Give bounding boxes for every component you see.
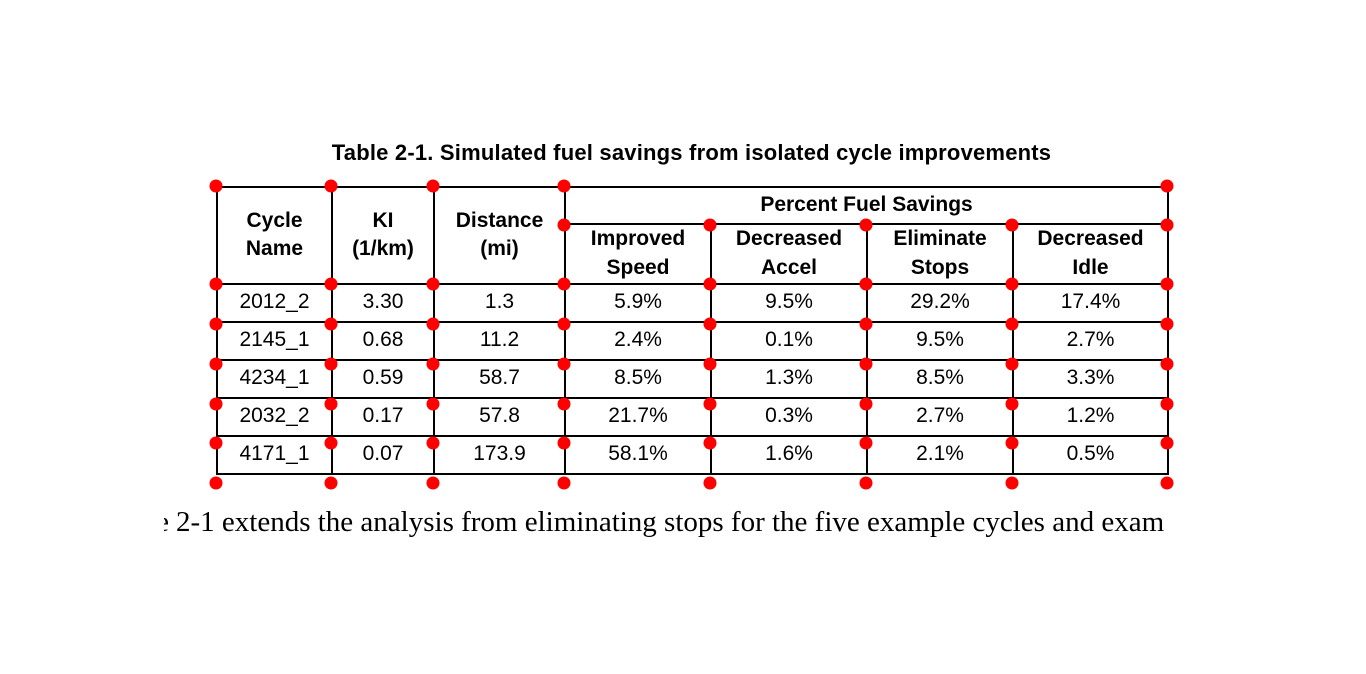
table-corner-dot [1160,476,1174,490]
col-header-eliminate-stops: Eliminate Stops [866,223,1014,285]
table-cell: 57.8 [433,396,566,437]
table-cell: 58.1% [564,434,712,475]
table-cell: 4171_1 [216,434,333,475]
table-row: 2145_1 0.68 11.2 2.4% 0.1% 9.5% 2.7% [216,320,1170,361]
table-row: 2032_2 0.17 57.8 21.7% 0.3% 2.7% 1.2% [216,396,1170,437]
header-row-sub: Improved Speed Decreased Accel Eliminate… [217,223,1170,285]
table-cell: 3.3% [1011,358,1170,399]
table-cell: 2012_2 [216,282,333,323]
table-corner-dot [209,476,223,490]
table-corner-dot [703,476,717,490]
table-corner-dot [1005,476,1019,490]
table-cell: 17.4% [1011,282,1170,323]
fuel-savings-table: Cycle Name KI (1/km) Distance (mi) Perce… [216,186,1170,475]
table-row: 4234_1 0.59 58.7 8.5% 1.3% 8.5% 3.3% [216,358,1170,399]
table-corner-dot [426,476,440,490]
col-header-ki: KI (1/km) [331,186,435,285]
table-corner-dot [324,476,338,490]
col-header-distance: Distance (mi) [433,186,566,285]
table-cell: 2.1% [866,434,1014,475]
table-cell: 11.2 [433,320,566,361]
table-cell: 2145_1 [216,320,333,361]
table-cell: 3.30 [331,282,435,323]
table-cell: 0.68 [331,320,435,361]
table-row: 4171_1 0.07 173.9 58.1% 1.6% 2.1% 0.5% [216,434,1170,475]
table-cell: 9.5% [866,320,1014,361]
table-cell: 2.4% [564,320,712,361]
table-cell: 29.2% [866,282,1014,323]
table-cell: 1.3 [433,282,566,323]
table-title: Table 2-1. Simulated fuel savings from i… [331,140,1052,165]
table-cell: 173.9 [433,434,566,475]
col-header-decreased-accel: Decreased Accel [710,223,868,285]
table-body: 2012_2 3.30 1.3 5.9% 9.5% 29.2% 17.4% 2145_1 0.6… [216,282,1170,475]
header-row-top: Cycle Name KI (1/km) Distance (mi) Perce… [216,186,1170,285]
table-cell: 0.07 [331,434,435,475]
body-text-line: 2-1 extends the analysis from eliminatin… [176,506,1165,538]
table-cell: 2.7% [1011,320,1170,361]
table-cell: 4234_1 [216,358,333,399]
col-header-improved-speed: Improved Speed [564,223,712,285]
table-cell: 0.3% [710,396,868,437]
table-row: 2012_2 3.30 1.3 5.9% 9.5% 29.2% 17.4% [216,282,1170,323]
table-cell: 5.9% [564,282,712,323]
col-header-cycle-name: Cycle Name [216,186,333,285]
table-corner-dot [557,476,571,490]
body-text: e2-1 extends the analysis from eliminati… [164,506,1164,539]
table-cell: 1.2% [1011,396,1170,437]
table-cell: 9.5% [710,282,868,323]
table-cell: 58.7 [433,358,566,399]
table-cell: 0.59 [331,358,435,399]
table-cell: 1.3% [710,358,868,399]
table-cell: 0.5% [1011,434,1170,475]
col-header-percent-fuel-savings: Percent Fuel Savings [563,186,1170,225]
table-cell: 2032_2 [216,396,333,437]
table-cell: 1.6% [710,434,868,475]
table-corner-dot [859,476,873,490]
clipped-word-fragment: e [164,506,169,539]
table-cell: 0.1% [710,320,868,361]
table-cell: 2.7% [866,396,1014,437]
col-header-decreased-idle: Decreased Idle [1011,223,1170,285]
table-cell: 21.7% [564,396,712,437]
table-cell: 0.17 [331,396,435,437]
table-cell: 8.5% [866,358,1014,399]
table-cell: 8.5% [564,358,712,399]
